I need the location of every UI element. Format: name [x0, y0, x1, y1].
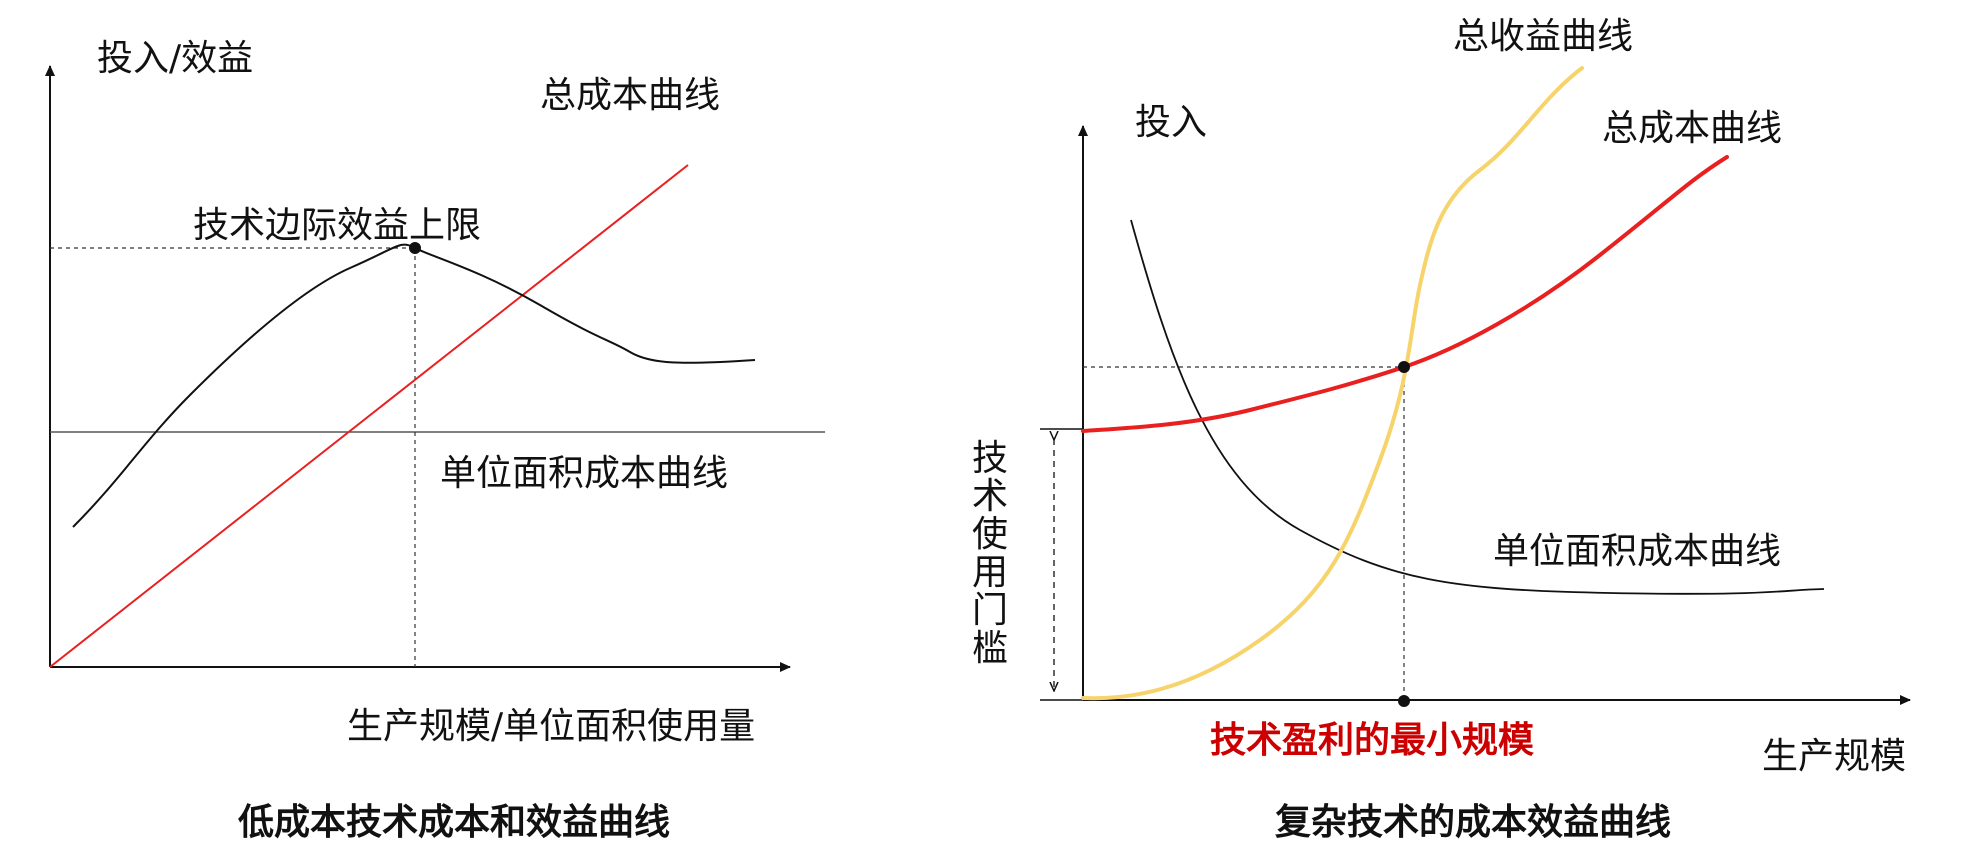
- left-x-axis-label: 生产规模/单位面积使用量: [347, 706, 755, 747]
- right-y-axis-label: 投入: [1135, 102, 1207, 143]
- left-total-cost-line: [49, 164, 689, 668]
- left-peak-point: [409, 242, 421, 254]
- right-total-revenue-label: 总收益曲线: [1453, 16, 1633, 57]
- left-benefit-peak-label: 技术边际效益上限: [193, 205, 481, 246]
- left-caption: 低成本技术成本和效益曲线: [238, 802, 670, 843]
- threshold-char: 门: [972, 590, 1008, 631]
- right-intersection-point: [1398, 361, 1410, 373]
- right-total-cost-label: 总成本曲线: [1602, 108, 1782, 149]
- right-min-scale-point: [1398, 695, 1410, 707]
- right-total-revenue-curve: [1081, 66, 1584, 701]
- left-unit-cost-label: 单位面积成本曲线: [440, 453, 728, 494]
- threshold-char: 槛: [972, 628, 1008, 669]
- right-total-cost-curve: [1081, 155, 1729, 433]
- left-total-cost-label: 总成本曲线: [540, 75, 720, 116]
- threshold-char: 用: [972, 552, 1008, 593]
- left-chart: 投入/效益 总成本曲线 技术边际效益上限 单位面积成本曲线 生产规模/单位面积使…: [45, 38, 825, 843]
- right-unit-cost-curve: [1130, 219, 1825, 595]
- right-caption: 复杂技术的成本效益曲线: [1275, 802, 1671, 843]
- right-min-scale-label: 技术盈利的最小规模: [1210, 720, 1534, 761]
- right-x-axis-label: 生产规模: [1762, 736, 1906, 777]
- threshold-char: 使: [972, 514, 1008, 555]
- threshold-char: 技: [972, 438, 1008, 479]
- right-threshold-label: 技 术 使 用 门 槛: [972, 438, 1008, 669]
- left-y-axis-label: 投入/效益: [97, 38, 253, 79]
- right-chart: 总收益曲线 投入 总成本曲线 单位面积成本曲线 生产规模 技 术 使 用 门 槛…: [972, 16, 1911, 843]
- threshold-char: 术: [972, 476, 1008, 517]
- right-unit-cost-label: 单位面积成本曲线: [1493, 531, 1781, 572]
